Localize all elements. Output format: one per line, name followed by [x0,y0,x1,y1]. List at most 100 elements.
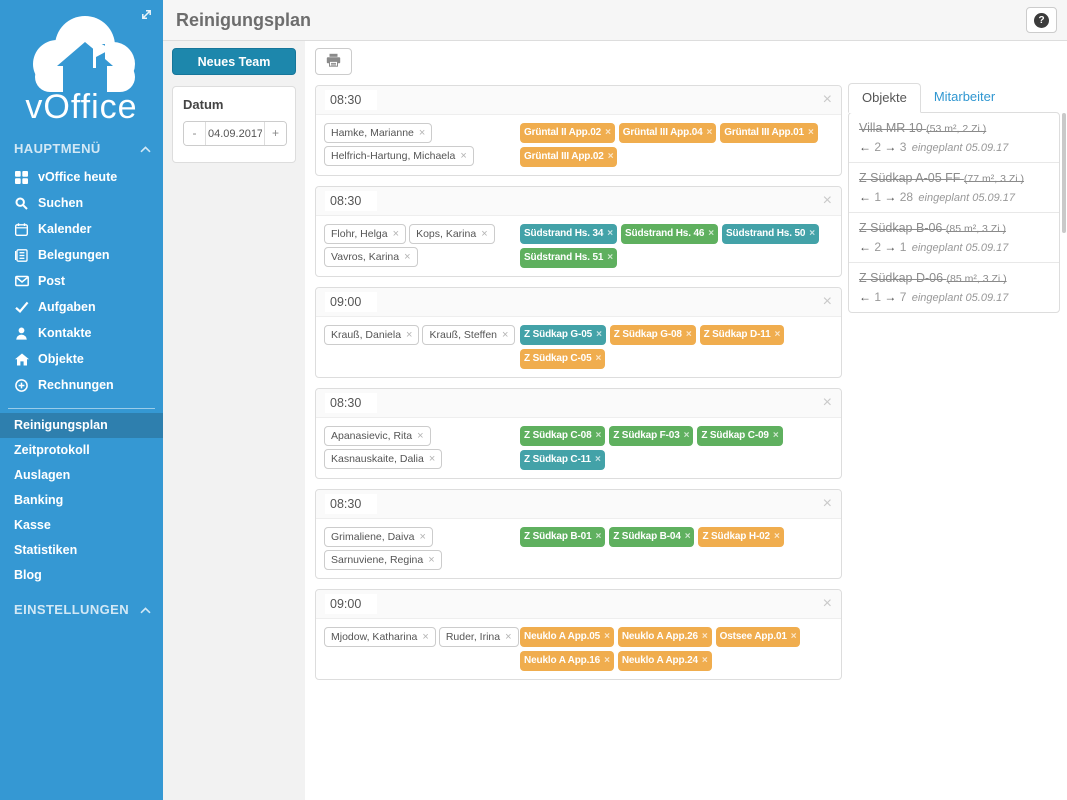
remove-property-icon[interactable]: × [683,430,690,441]
remove-property-icon[interactable]: × [607,151,614,162]
team-time-input[interactable] [325,594,377,614]
sidebar-item-voffice-heute[interactable]: vOffice heute [0,164,163,190]
remove-member-icon[interactable]: × [502,328,509,341]
object-item[interactable]: Z Südkap A-05 FF (77 m², 3 Zi.) ← 1 → 28 … [849,163,1059,213]
remove-member-icon[interactable]: × [422,630,429,643]
property-tag[interactable]: Z Südkap C-11 × [520,450,605,470]
property-tag[interactable]: Ostsee App.01 × [715,627,801,647]
remove-property-icon[interactable]: × [773,531,780,542]
property-tag[interactable]: Z Südkap C-05 × [520,349,606,369]
member-pill[interactable]: Vavros, Karina × [324,247,418,267]
date-input[interactable] [206,122,264,145]
property-tag[interactable]: Z Südkap B-01 × [520,527,606,547]
remove-team-icon[interactable]: × [822,595,832,612]
date-plus-button[interactable]: + [264,122,286,145]
remove-property-icon[interactable]: × [604,631,610,642]
remove-property-icon[interactable]: × [595,531,602,542]
member-pill[interactable]: Kops, Karina × [409,224,495,244]
member-pill[interactable]: Flohr, Helga × [324,224,407,244]
property-tag[interactable]: Grüntal II App.02 × [520,123,615,143]
remove-member-icon[interactable]: × [460,149,467,162]
team-time-input[interactable] [325,90,377,110]
remove-property-icon[interactable]: × [607,252,613,263]
remove-member-icon[interactable]: × [406,328,413,341]
sidebar-item-zeitprotokoll[interactable]: Zeitprotokoll [14,443,90,457]
member-pill[interactable]: Hamke, Marianne × [324,123,433,143]
remove-property-icon[interactable]: × [708,228,714,239]
help-button[interactable]: ? [1026,7,1057,33]
remove-property-icon[interactable]: × [595,430,602,441]
sidebar-item-objekte[interactable]: Objekte [0,346,163,372]
remove-team-icon[interactable]: × [822,293,832,310]
panel-scrollbar[interactable] [1062,113,1066,233]
remove-property-icon[interactable]: × [605,127,611,138]
sidebar-expand-icon[interactable] [139,7,154,27]
property-tag[interactable]: Neuklo A App.26 × [617,627,712,647]
sidebar-item-kontakte[interactable]: Kontakte [0,320,163,346]
remove-member-icon[interactable]: × [428,553,435,566]
remove-member-icon[interactable]: × [404,250,411,263]
sidebar-item-statistiken[interactable]: Statistiken [14,543,78,557]
property-tag[interactable]: Grüntal III App.04 × [618,123,717,143]
member-pill[interactable]: Krauß, Steffen × [422,325,516,345]
remove-property-icon[interactable]: × [706,127,713,138]
member-pill[interactable]: Helfrich-Hartung, Michaela × [324,146,474,166]
property-tag[interactable]: Neuklo A App.24 × [617,651,712,671]
print-button[interactable] [315,48,352,75]
sidebar-item-aufgaben[interactable]: Aufgaben [0,294,163,320]
remove-property-icon[interactable]: × [604,655,610,666]
team-time-input[interactable] [325,292,377,312]
member-pill[interactable]: Sarnuviene, Regina × [324,550,442,570]
property-tag[interactable]: Südstrand Hs. 51 × [520,248,617,268]
remove-property-icon[interactable]: × [701,655,708,666]
member-pill[interactable]: Kasnauskaite, Dalia × [324,449,443,469]
property-tag[interactable]: Z Südkap B-04 × [609,527,695,547]
property-tag[interactable]: Z Südkap C-09 × [697,426,783,446]
remove-property-icon[interactable]: × [774,329,781,340]
property-tag[interactable]: Südstrand Hs. 50 × [722,224,819,244]
sidebar-item-banking[interactable]: Banking [14,493,64,507]
remove-member-icon[interactable]: × [428,452,436,465]
property-tag[interactable]: Südstrand Hs. 46 × [621,224,718,244]
remove-property-icon[interactable]: × [809,228,815,239]
object-item[interactable]: Villa MR 10 (53 m², 2 Zi.) ← 2 → 3 eingep… [849,113,1059,163]
remove-team-icon[interactable]: × [822,394,832,411]
object-item[interactable]: Z Südkap D-06 (85 m², 3 Zi.) ← 1 → 7 eing… [849,263,1059,312]
remove-team-icon[interactable]: × [822,91,832,108]
property-tag[interactable]: Z Südkap D-11 × [699,325,785,345]
settings-section-header[interactable]: EINSTELLUNGEN [0,588,163,625]
team-time-input[interactable] [325,191,377,211]
sidebar-item-suchen[interactable]: Suchen [0,190,163,216]
remove-property-icon[interactable]: × [685,329,692,340]
property-tag[interactable]: Neuklo A App.05 × [520,627,614,647]
remove-property-icon[interactable]: × [607,228,613,239]
property-tag[interactable]: Neuklo A App.16 × [520,651,614,671]
remove-member-icon[interactable]: × [418,126,426,139]
member-pill[interactable]: Grimaliene, Daiva × [324,527,433,547]
property-tag[interactable]: Z Südkap G-05 × [520,325,606,345]
remove-property-icon[interactable]: × [790,631,797,642]
tab-mitarbeiter[interactable]: Mitarbeiter [933,89,996,104]
remove-property-icon[interactable]: × [701,631,708,642]
sidebar-item-blog[interactable]: Blog [14,568,42,582]
property-tag[interactable]: Grüntal III App.02 × [520,147,618,167]
remove-team-icon[interactable]: × [822,192,832,209]
main-section-header[interactable]: HAUPTMENÜ [0,127,163,164]
tab-objekte[interactable]: Objekte [848,83,921,113]
property-tag[interactable]: Z Südkap G-08 × [609,325,696,345]
sidebar-item-reinigungsplan[interactable]: Reinigungsplan [0,413,163,438]
property-tag[interactable]: Z Südkap F-03 × [609,426,694,446]
property-tag[interactable]: Südstrand Hs. 34 × [520,224,617,244]
property-tag[interactable]: Z Südkap H-02 × [698,527,784,547]
sidebar-item-belegungen[interactable]: Belegungen [0,242,163,268]
remove-member-icon[interactable]: × [417,429,424,442]
remove-member-icon[interactable]: × [419,530,426,543]
remove-team-icon[interactable]: × [822,495,832,512]
member-pill[interactable]: Ruder, Irina × [438,627,519,647]
remove-property-icon[interactable]: × [594,454,601,465]
remove-property-icon[interactable]: × [596,329,602,340]
sidebar-item-auslagen[interactable]: Auslagen [14,468,71,482]
team-time-input[interactable] [325,393,377,413]
sidebar-item-kasse[interactable]: Kasse [14,518,51,532]
member-pill[interactable]: Apanasievic, Rita × [324,426,431,446]
